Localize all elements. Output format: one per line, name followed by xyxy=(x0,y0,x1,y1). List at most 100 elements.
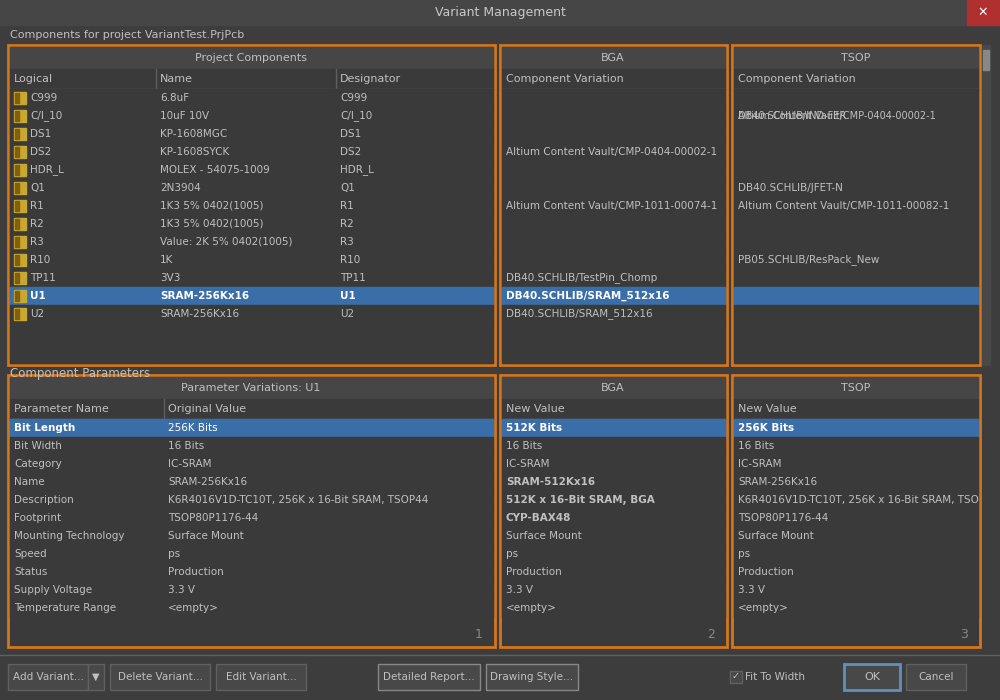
Bar xyxy=(734,509,978,527)
Text: 16 Bits: 16 Bits xyxy=(168,441,204,451)
Bar xyxy=(10,143,493,161)
Text: TSOP: TSOP xyxy=(841,383,871,393)
Text: SRAM-256Kx16: SRAM-256Kx16 xyxy=(738,477,817,487)
Bar xyxy=(502,161,725,179)
Bar xyxy=(10,473,493,491)
Bar xyxy=(10,161,493,179)
Text: 256K Bits: 256K Bits xyxy=(738,423,794,433)
Text: C999: C999 xyxy=(340,93,367,103)
Text: DS1: DS1 xyxy=(340,129,361,139)
Bar xyxy=(734,107,978,125)
Text: 6.8uF: 6.8uF xyxy=(160,93,189,103)
Bar xyxy=(88,664,104,690)
Text: Bit Width: Bit Width xyxy=(14,441,62,451)
Text: R1: R1 xyxy=(340,201,354,211)
Bar xyxy=(502,197,725,215)
Bar xyxy=(734,125,978,143)
Bar xyxy=(10,305,493,323)
Bar xyxy=(730,671,742,683)
Text: New Value: New Value xyxy=(506,404,565,414)
Text: Altium Content Vault/CMP-1011-00082-1: Altium Content Vault/CMP-1011-00082-1 xyxy=(738,201,949,211)
Bar xyxy=(14,200,26,212)
Bar xyxy=(10,599,493,617)
Text: R10: R10 xyxy=(340,255,360,265)
Bar xyxy=(502,527,725,545)
Bar xyxy=(10,527,493,545)
Text: Mounting Technology: Mounting Technology xyxy=(14,531,124,541)
Text: Component Variation: Component Variation xyxy=(506,74,624,84)
Bar xyxy=(502,251,725,269)
Text: Delete Variant...: Delete Variant... xyxy=(118,672,202,682)
Text: ps: ps xyxy=(506,549,518,559)
Bar xyxy=(10,323,493,363)
Bar xyxy=(216,664,306,690)
Bar xyxy=(15,165,19,175)
Text: BGA: BGA xyxy=(601,383,625,393)
Text: 1: 1 xyxy=(475,629,483,641)
Bar xyxy=(734,161,978,179)
Text: TSOP80P1176-44: TSOP80P1176-44 xyxy=(168,513,258,523)
Text: K6R4016V1D-TC10T, 256K x 16-Bit SRAM, TSOP44: K6R4016V1D-TC10T, 256K x 16-Bit SRAM, TS… xyxy=(168,495,428,505)
Bar xyxy=(734,455,978,473)
Bar xyxy=(734,233,978,251)
Bar xyxy=(734,399,978,419)
Bar xyxy=(502,545,725,563)
Bar xyxy=(10,377,493,399)
Bar xyxy=(10,215,493,233)
Text: 3.3 V: 3.3 V xyxy=(506,585,533,595)
Text: Components for project VariantTest.PrjPcb: Components for project VariantTest.PrjPc… xyxy=(10,30,244,40)
Text: DS2: DS2 xyxy=(30,147,51,157)
Text: TP11: TP11 xyxy=(30,273,56,283)
Text: R2: R2 xyxy=(30,219,44,229)
Bar xyxy=(15,129,19,139)
Bar xyxy=(502,599,725,617)
Text: 1K: 1K xyxy=(160,255,173,265)
Text: Parameter Name: Parameter Name xyxy=(14,404,109,414)
Bar xyxy=(734,287,978,305)
Text: HDR_L: HDR_L xyxy=(340,164,374,176)
Bar xyxy=(10,69,493,89)
Text: Supply Voltage: Supply Voltage xyxy=(14,585,92,595)
Text: U2: U2 xyxy=(30,309,44,319)
Bar xyxy=(734,545,978,563)
Text: Altium Content Vault/CMP-0404-00002-1: Altium Content Vault/CMP-0404-00002-1 xyxy=(738,111,936,121)
Bar xyxy=(502,69,725,89)
Bar xyxy=(983,50,989,70)
Text: 3.3 V: 3.3 V xyxy=(738,585,765,595)
Bar xyxy=(10,491,493,509)
Text: KP-1608MGC: KP-1608MGC xyxy=(160,129,227,139)
Text: CYP-BAX48: CYP-BAX48 xyxy=(506,513,571,523)
Text: Q1: Q1 xyxy=(340,183,355,193)
Bar xyxy=(502,125,725,143)
Bar xyxy=(734,89,978,107)
Text: <empty>: <empty> xyxy=(168,603,219,613)
Text: R2: R2 xyxy=(340,219,354,229)
Text: Component Variation: Component Variation xyxy=(738,74,856,84)
Bar xyxy=(734,491,978,509)
Text: SRAM-256Kx16: SRAM-256Kx16 xyxy=(168,477,247,487)
Text: Cancel: Cancel xyxy=(918,672,954,682)
Text: 512K Bits: 512K Bits xyxy=(506,423,562,433)
Text: New Value: New Value xyxy=(738,404,797,414)
Bar xyxy=(502,107,725,125)
Bar xyxy=(502,179,725,197)
Bar xyxy=(10,563,493,581)
Text: 2N3904: 2N3904 xyxy=(160,183,201,193)
Bar xyxy=(8,664,88,690)
Bar xyxy=(15,219,19,229)
Bar xyxy=(734,419,978,437)
Bar xyxy=(734,179,978,197)
Text: Production: Production xyxy=(168,567,224,577)
Text: C/I_10: C/I_10 xyxy=(340,111,372,122)
Bar xyxy=(15,183,19,193)
Text: U1: U1 xyxy=(340,291,356,301)
Bar xyxy=(0,655,1000,700)
Text: <empty>: <empty> xyxy=(738,603,789,613)
Text: 3.3 V: 3.3 V xyxy=(168,585,195,595)
Text: TSOP: TSOP xyxy=(841,53,871,63)
Text: SRAM-256Kx16: SRAM-256Kx16 xyxy=(160,291,249,301)
Bar xyxy=(502,419,725,437)
Text: 16 Bits: 16 Bits xyxy=(506,441,542,451)
Bar xyxy=(15,273,19,283)
Bar xyxy=(502,269,725,287)
